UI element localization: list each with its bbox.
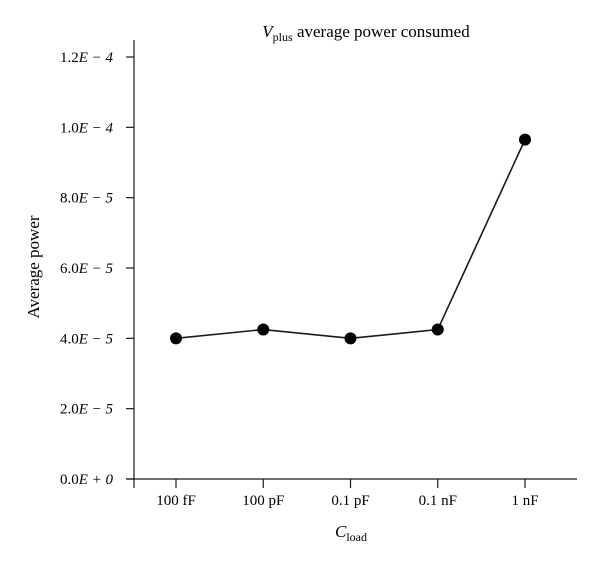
x-tick-label: 100 pF	[242, 493, 284, 509]
x-axis-ticks: 100 fF 100 pF 0.1 pF 0.1 nF 1 nF	[156, 479, 539, 509]
x-axis-label-subscript: load	[346, 530, 367, 544]
y-tick-label: 1.2E − 4	[60, 50, 114, 66]
y-axis-label: Average power	[24, 215, 43, 318]
data-point	[519, 133, 531, 146]
y-tick-label: 0.0E + 0	[60, 472, 114, 488]
x-axis-label: Cload	[335, 522, 367, 544]
y-axis-ticks: 0.0E + 0 2.0E − 5 4.0E − 5 6.0E − 5 8.0E − 5…	[60, 50, 134, 488]
data-point	[344, 332, 357, 345]
chart-title: Vplus average power consumed	[262, 22, 470, 44]
x-axis-label-variable: C	[335, 522, 347, 541]
x-tick-label: 0.1 pF	[331, 493, 369, 509]
chart-title-variable: V	[262, 22, 275, 41]
data-series	[170, 133, 531, 345]
data-point	[257, 323, 270, 336]
x-tick-label: 1 nF	[511, 493, 538, 509]
x-tick-label: 100 fF	[156, 493, 196, 509]
data-point	[170, 332, 182, 345]
y-tick-label: 1.0E − 4	[60, 120, 114, 136]
chart-title-subscript: plus	[273, 30, 293, 44]
chart-title-text: average power consumed	[293, 22, 471, 41]
y-tick-label: 8.0E − 5	[60, 191, 114, 207]
data-point	[431, 323, 444, 336]
x-tick-label: 0.1 nF	[419, 493, 457, 509]
y-tick-label: 6.0E − 5	[60, 261, 114, 277]
y-tick-label: 2.0E − 5	[60, 402, 114, 418]
series-line	[175, 139, 526, 340]
y-tick-label: 4.0E − 5	[60, 331, 114, 347]
